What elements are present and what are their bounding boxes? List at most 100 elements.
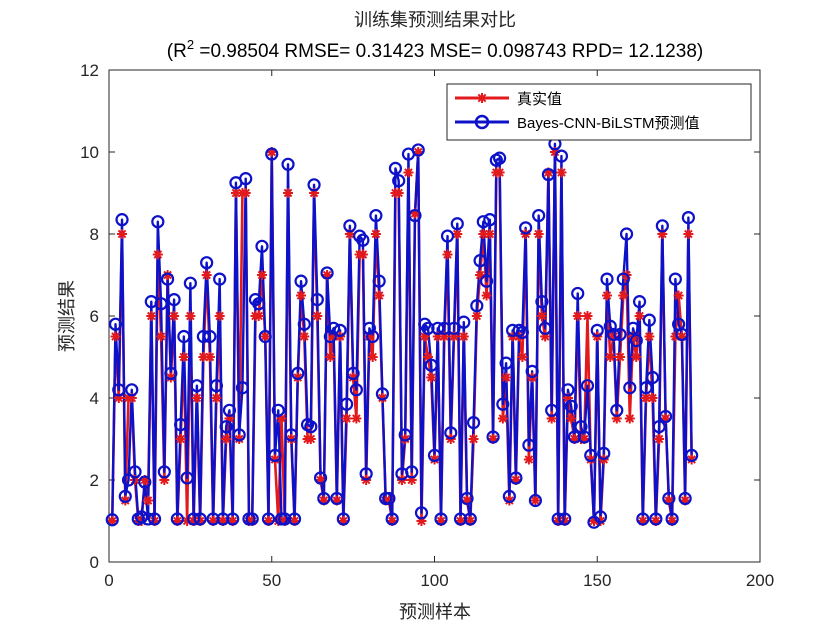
true-value-point bbox=[634, 311, 645, 321]
pred-value-point bbox=[411, 143, 425, 157]
pred-value-point bbox=[424, 358, 438, 372]
y-tick-label: 8 bbox=[90, 225, 99, 244]
pred-value-point bbox=[154, 297, 168, 311]
pred-value-point bbox=[255, 239, 269, 253]
pred-value-point bbox=[606, 327, 621, 342]
pred-value-point bbox=[675, 327, 689, 342]
pred-value-point bbox=[304, 420, 318, 434]
pred-value-point bbox=[284, 428, 298, 442]
pred-value-point bbox=[258, 329, 272, 344]
true-value-point bbox=[367, 352, 378, 362]
pred-value-point bbox=[134, 510, 149, 524]
true-value-point bbox=[214, 311, 225, 321]
pred-value-point bbox=[421, 321, 435, 335]
pred-value-point bbox=[649, 512, 663, 526]
pred-value-point bbox=[639, 381, 653, 395]
pred-value-point bbox=[349, 383, 363, 397]
pred-value-point bbox=[483, 213, 497, 227]
true-value-point bbox=[631, 352, 642, 362]
pred-value-point bbox=[115, 213, 129, 227]
pred-value-point bbox=[125, 383, 139, 397]
pred-value-point bbox=[147, 512, 162, 526]
pred-value-point bbox=[414, 506, 429, 520]
true-value-point bbox=[146, 311, 157, 321]
pred-value-point bbox=[190, 379, 204, 393]
x-tick-label: 100 bbox=[420, 571, 448, 590]
pred-value-point bbox=[528, 493, 543, 508]
pred-value-point bbox=[108, 317, 123, 331]
pred-value-point bbox=[252, 297, 266, 311]
pred-value-point bbox=[105, 513, 119, 527]
pred-value-point bbox=[317, 491, 331, 506]
true-value-point bbox=[110, 331, 121, 342]
true-value-point bbox=[283, 188, 294, 198]
true-value-point bbox=[533, 229, 544, 239]
true-value-point bbox=[178, 352, 189, 362]
pred-value-point bbox=[151, 215, 165, 229]
true-value-point bbox=[442, 249, 453, 260]
y-axis-label: 预测结果 bbox=[57, 280, 78, 352]
true-value-point bbox=[523, 454, 534, 465]
true-value-point bbox=[478, 229, 489, 239]
x-tick-label: 150 bbox=[583, 571, 611, 590]
true-value-point bbox=[458, 331, 469, 342]
pred-value-point bbox=[453, 512, 468, 526]
pred-value-point bbox=[206, 512, 220, 526]
true-value-point bbox=[221, 434, 232, 444]
y-tick-label: 12 bbox=[80, 61, 99, 80]
pred-value-point bbox=[128, 465, 142, 479]
true-value-point bbox=[618, 290, 629, 301]
pred-value-point bbox=[323, 329, 337, 344]
true-value-point bbox=[475, 270, 486, 280]
pred-value-point bbox=[278, 512, 292, 526]
pred-value-point bbox=[629, 334, 643, 348]
true-value-point bbox=[152, 249, 163, 260]
chart-title: 训练集预测结果对比 bbox=[354, 10, 516, 31]
y-tick-label: 0 bbox=[90, 553, 99, 572]
pred-value-point bbox=[496, 397, 510, 411]
true-value-point bbox=[299, 331, 310, 342]
true-value-point bbox=[605, 352, 616, 362]
true-value-point bbox=[602, 290, 613, 301]
true-value-point bbox=[403, 167, 414, 178]
pred-value-point bbox=[372, 274, 386, 288]
pred-value-point bbox=[330, 491, 344, 506]
true-value-point bbox=[370, 229, 381, 239]
pred-value-point bbox=[271, 403, 285, 417]
pred-value-point bbox=[369, 208, 383, 223]
pred-value-point bbox=[291, 366, 305, 380]
pred-value-point bbox=[213, 272, 227, 286]
pred-value-point bbox=[551, 512, 565, 526]
pred-value-point bbox=[470, 299, 484, 313]
true-value-point bbox=[256, 270, 267, 280]
true-value-point bbox=[644, 331, 655, 342]
true-value-point bbox=[341, 413, 352, 424]
true-value-point bbox=[624, 413, 635, 424]
true-value-point bbox=[351, 413, 362, 424]
axis-ticks: 0 50 100 150 200 0 2 4 6 8 10 12 bbox=[80, 61, 774, 590]
pred-value-point bbox=[447, 321, 461, 335]
pred-value-point bbox=[479, 274, 494, 288]
pred-value-point bbox=[219, 420, 233, 434]
pred-value-point bbox=[502, 489, 516, 503]
pred-value-point bbox=[431, 321, 445, 335]
x-tick-label: 50 bbox=[262, 571, 281, 590]
pred-value-point bbox=[203, 329, 217, 344]
x-axis-label: 预测样本 bbox=[399, 602, 471, 623]
pred-value-point bbox=[359, 467, 373, 481]
true-value-point bbox=[501, 372, 512, 383]
pred-value-point bbox=[375, 387, 390, 401]
pred-value-point bbox=[340, 397, 354, 411]
pred-value-point bbox=[346, 366, 360, 380]
pred-value-point bbox=[554, 149, 569, 163]
pred-value-point bbox=[310, 293, 324, 307]
true-value-point bbox=[452, 229, 463, 239]
true-value-point bbox=[530, 495, 541, 506]
pred-value-point bbox=[183, 276, 197, 290]
legend-true-label: 真实值 bbox=[517, 90, 562, 108]
true-value-point bbox=[393, 188, 404, 198]
true-value-point bbox=[374, 290, 385, 301]
pred-value-point bbox=[180, 471, 194, 485]
true-value-point bbox=[484, 229, 495, 239]
